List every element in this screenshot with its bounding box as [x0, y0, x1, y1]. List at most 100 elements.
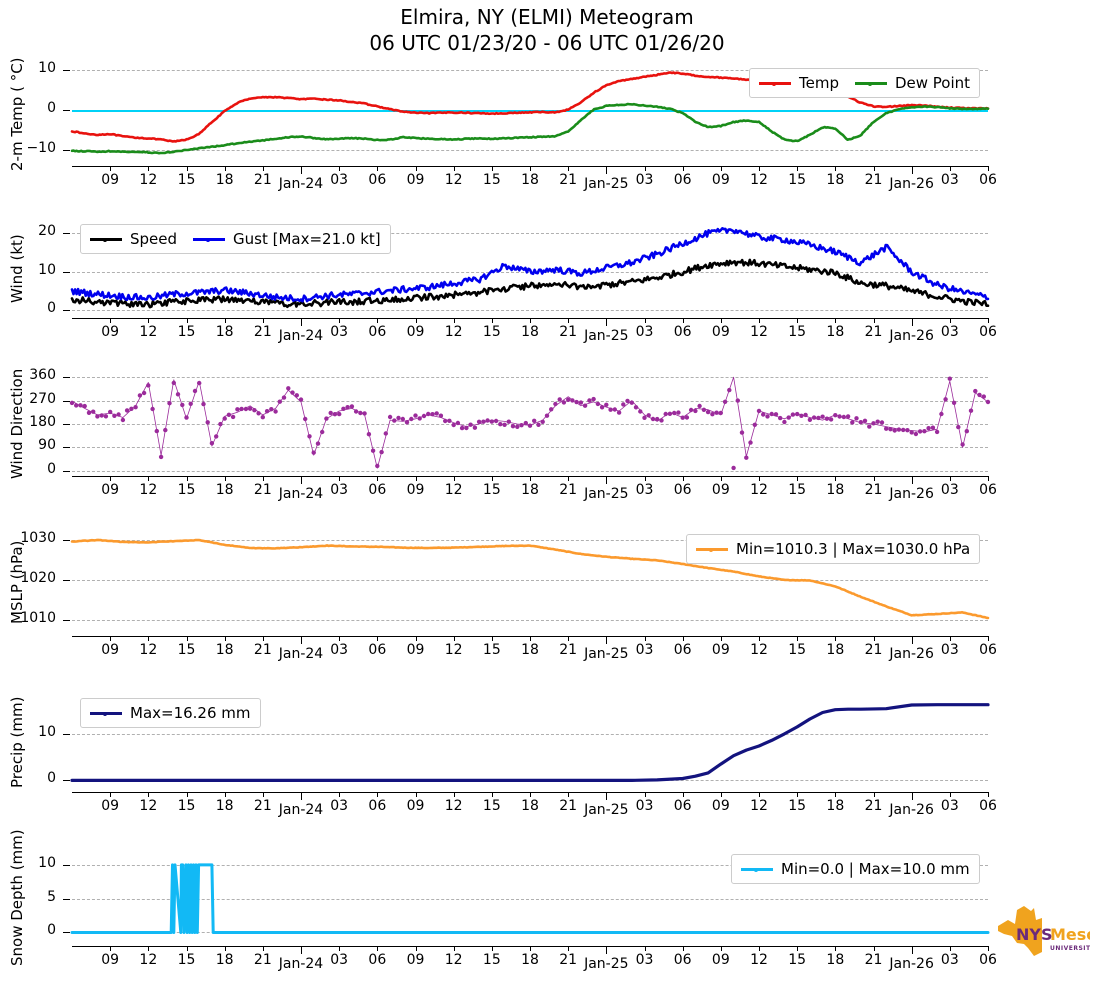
y-tick-label-wind-0: 20 [38, 223, 56, 240]
x-tick-label-wind-direction-20: 21 [864, 482, 883, 498]
wind-direction-point [790, 412, 796, 417]
x-tick-mark-precip-23 [988, 792, 989, 797]
wind-direction-point [417, 416, 422, 421]
y-tick-label-temperature-1: 0 [47, 100, 56, 116]
x-tick-mark-temperature-4 [262, 166, 264, 171]
x-tick-label-precip-14: 03 [635, 798, 654, 814]
wind-direction-point [888, 427, 893, 432]
x-tick-mark-wind-14 [644, 318, 646, 323]
wind-direction-point [294, 393, 299, 398]
wind-direction-point [773, 412, 779, 417]
x-tick-label-temperature-15: 06 [673, 172, 692, 188]
x-tick-label-snow-depth-4: 21 [253, 952, 272, 968]
wind-direction-point [642, 415, 647, 420]
legend-label-snow-depth-0: Min=0.0 | Max=10.0 mm [781, 860, 970, 878]
x-tick-mark-precip-9 [453, 792, 455, 797]
wind-direction-point [731, 465, 736, 471]
wind-direction-point [956, 424, 961, 430]
y-tick-label-temperature-2: −10 [26, 140, 56, 156]
y-tick-mark-snow-depth-0 [63, 864, 70, 866]
gridline-wind-0 [72, 310, 988, 312]
x-tick-mark-mslp-9 [453, 636, 455, 641]
wind-direction-point [587, 398, 592, 403]
y-tick-mark-precip-0 [63, 733, 70, 735]
wind-direction-point [939, 411, 944, 417]
x-tick-mark-wind-direction-2 [186, 476, 188, 481]
wind-direction-point [472, 425, 478, 430]
wind-direction-point [833, 413, 838, 418]
wind-direction-point [481, 419, 486, 424]
x-tick-mark-wind-direction-8 [415, 476, 417, 481]
y-tick-mark-snow-depth-1 [63, 898, 70, 900]
x-tick-label-temperature-4: 21 [253, 172, 272, 188]
x-tick-mark-precip-10 [491, 792, 493, 797]
wind-direction-point [718, 410, 723, 416]
x-tick-label-wind-6: 03 [330, 324, 349, 340]
x-tick-mark-snow-depth-1 [148, 946, 150, 951]
x-tick-label-wind-21: Jan-26 [889, 328, 934, 344]
x-tick-mark-wind-13 [606, 318, 608, 326]
x-tick-mark-wind-2 [186, 318, 188, 323]
x-tick-mark-temperature-19 [835, 166, 837, 171]
wind-direction-point [960, 442, 965, 447]
wind-direction-point [358, 410, 363, 416]
x-tick-mark-mslp-6 [339, 636, 341, 641]
gridline-temperature--10 [72, 150, 988, 151]
x-tick-label-wind-14: 03 [635, 324, 654, 340]
x-tick-mark-wind-direction-13 [606, 476, 608, 484]
x-tick-mark-temperature-16 [720, 166, 722, 171]
wind-direction-point [523, 420, 528, 426]
wind-direction-point [392, 418, 397, 423]
wind-direction-point [599, 405, 605, 410]
x-tick-mark-temperature-0 [110, 166, 112, 171]
x-tick-mark-wind-direction-0 [110, 476, 112, 481]
x-tick-label-mslp-23: 06 [979, 642, 997, 658]
x-tick-label-precip-16: 09 [711, 798, 730, 814]
x-tick-label-snow-depth-21: Jan-26 [889, 956, 934, 972]
y-tick-mark-wind-direction-4 [63, 470, 70, 472]
wind-direction-point [146, 383, 151, 388]
y-tick-label-precip-1: 0 [47, 770, 56, 787]
gridline-wind-20 [72, 233, 988, 235]
title-line-1: Elmira, NY (ELMI) Meteogram [400, 5, 694, 29]
x-tick-mark-wind-direction-6 [339, 476, 341, 481]
x-tick-mark-temperature-13 [606, 166, 608, 174]
x-tick-label-snow-depth-9: 12 [444, 952, 463, 968]
x-tick-label-wind-direction-16: 09 [711, 482, 730, 498]
x-tick-mark-snow-depth-0 [110, 946, 112, 951]
x-tick-label-wind-22: 03 [940, 324, 959, 340]
wind-direction-point [828, 417, 834, 422]
series-line-precip-0 [70, 703, 990, 783]
x-tick-label-mslp-19: 18 [826, 642, 845, 658]
wind-direction-point [795, 411, 800, 417]
x-tick-mark-wind-18 [797, 318, 799, 323]
x-tick-label-precip-20: 21 [864, 798, 883, 814]
wind-direction-point [387, 414, 393, 420]
plot-area-precip [70, 692, 990, 792]
wind-direction-point [981, 394, 986, 399]
x-tick-mark-precip-20 [873, 792, 875, 797]
wind-direction-point [510, 424, 516, 429]
x-tick-label-precip-12: 21 [559, 798, 578, 814]
wind-direction-point [464, 425, 469, 431]
legend-swatch-snow_depth [741, 867, 773, 872]
legend-label-mslp-0: Min=1010.3 | Max=1030.0 hPa [736, 540, 971, 558]
x-tick-mark-snow-depth-2 [186, 946, 188, 951]
x-tick-mark-wind-direction-17 [759, 476, 760, 481]
wind-direction-point [917, 429, 923, 434]
wind-direction-point [926, 426, 931, 431]
x-tick-mark-precip-1 [148, 792, 150, 797]
x-tick-label-wind-direction-2: 15 [177, 482, 196, 498]
x-tick-mark-temperature-21 [911, 166, 913, 174]
wind-direction-point [426, 411, 431, 417]
x-tick-mark-snow-depth-23 [988, 946, 989, 951]
x-tick-label-wind-19: 18 [826, 324, 845, 340]
wind-direction-point [714, 410, 719, 415]
wind-direction-point [129, 406, 134, 411]
legend-item-temperature-0: Temp [759, 74, 839, 92]
x-tick-label-temperature-3: 18 [215, 172, 234, 188]
wind-direction-point [103, 414, 109, 419]
x-tick-label-precip-22: 03 [940, 798, 959, 814]
wind-direction-point [175, 392, 181, 397]
